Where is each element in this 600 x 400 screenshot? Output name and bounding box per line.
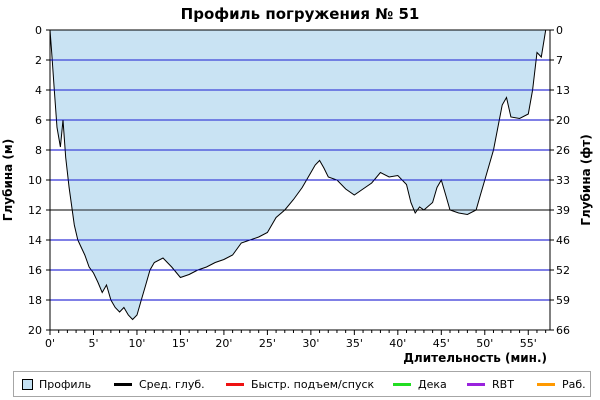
legend-swatch-profile xyxy=(22,378,33,390)
y-left-tick-label: 10 xyxy=(28,174,42,187)
legend-item-deco: Дека xyxy=(393,372,447,396)
y-left-tick-label: 4 xyxy=(35,84,42,97)
x-axis-label: Длительность (мин.) xyxy=(403,351,547,365)
x-axis-ticks: 0' 5' 10' 15' 20' 25' 30' 35' 40' 45' 50' 55' xyxy=(45,330,547,350)
y-left-tick-label: 20 xyxy=(28,324,42,337)
x-tick-label: 55' xyxy=(520,337,537,350)
y-right-tick-label: 0 xyxy=(556,24,563,37)
y-left-tick-label: 12 xyxy=(28,204,42,217)
profile-line xyxy=(49,29,547,321)
legend-swatch-rbt xyxy=(467,382,485,386)
y-axis-right-label: Глубина (фт) xyxy=(579,134,593,225)
legend-item-work: Раб. xyxy=(537,372,586,396)
y-axis-left-label: Глубина (м) xyxy=(1,139,15,221)
y-right-tick-label: 26 xyxy=(556,144,570,157)
y-left-tick-label: 0 xyxy=(35,24,42,37)
legend-label-deco: Дека xyxy=(418,377,447,391)
x-tick-label: 45' xyxy=(433,337,450,350)
y-left-tick-label: 2 xyxy=(35,54,42,67)
legend-label-work: Раб. xyxy=(562,377,586,391)
x-tick-label: 0' xyxy=(45,337,55,350)
x-tick-label: 25' xyxy=(259,337,276,350)
legend-swatch-avg-depth xyxy=(114,382,132,386)
y-right-tick-label: 52 xyxy=(556,264,570,277)
y-right-tick-label: 20 xyxy=(556,114,570,127)
legend-label-rbt: RBT xyxy=(492,377,514,391)
y-right-tick-label: 33 xyxy=(556,174,570,187)
x-tick-label: 40' xyxy=(389,337,406,350)
x-tick-label: 35' xyxy=(346,337,363,350)
y-axis-left-ticks: 0 2 4 6 8 10 12 14 16 18 20 xyxy=(28,24,50,337)
chart-legend: Профиль Сред. глуб. Быстр. подъем/спуск … xyxy=(13,371,591,397)
y-left-tick-label: 18 xyxy=(28,294,42,307)
y-right-tick-label: 59 xyxy=(556,294,570,307)
legend-item-fast-ascent: Быстр. подъем/спуск xyxy=(226,372,374,396)
legend-swatch-fast-ascent xyxy=(226,382,244,386)
legend-item-avg-depth: Сред. глуб. xyxy=(114,372,205,396)
legend-swatch-work xyxy=(537,382,555,386)
y-right-tick-label: 66 xyxy=(556,324,570,337)
x-tick-label: 30' xyxy=(302,337,319,350)
legend-label-fast-ascent: Быстр. подъем/спуск xyxy=(251,377,375,391)
y-left-tick-label: 8 xyxy=(35,144,42,157)
legend-swatch-deco xyxy=(393,382,411,386)
y-right-tick-label: 13 xyxy=(556,84,570,97)
x-tick-label: 50' xyxy=(476,337,493,350)
legend-item-rbt: RBT xyxy=(467,372,514,396)
y-right-tick-label: 7 xyxy=(556,54,563,67)
x-tick-label: 10' xyxy=(128,337,145,350)
y-right-tick-label: 39 xyxy=(556,204,570,217)
x-tick-label: 20' xyxy=(215,337,232,350)
legend-label-profile: Профиль xyxy=(39,377,92,391)
y-left-tick-label: 14 xyxy=(28,234,42,247)
chart-title: Профиль погружения № 51 xyxy=(181,5,420,23)
legend-label-avg-depth: Сред. глуб. xyxy=(139,377,205,391)
plot-frame xyxy=(49,29,551,331)
y-left-tick-label: 16 xyxy=(28,264,42,277)
profile-area xyxy=(50,30,546,320)
x-tick-label: 5' xyxy=(88,337,98,350)
x-tick-label: 15' xyxy=(172,337,189,350)
legend-item-profile: Профиль xyxy=(22,372,91,396)
y-axis-right-ticks: 0 7 13 20 26 33 39 46 52 59 66 xyxy=(550,24,570,337)
y-right-tick-label: 46 xyxy=(556,234,570,247)
y-left-tick-label: 6 xyxy=(35,114,42,127)
